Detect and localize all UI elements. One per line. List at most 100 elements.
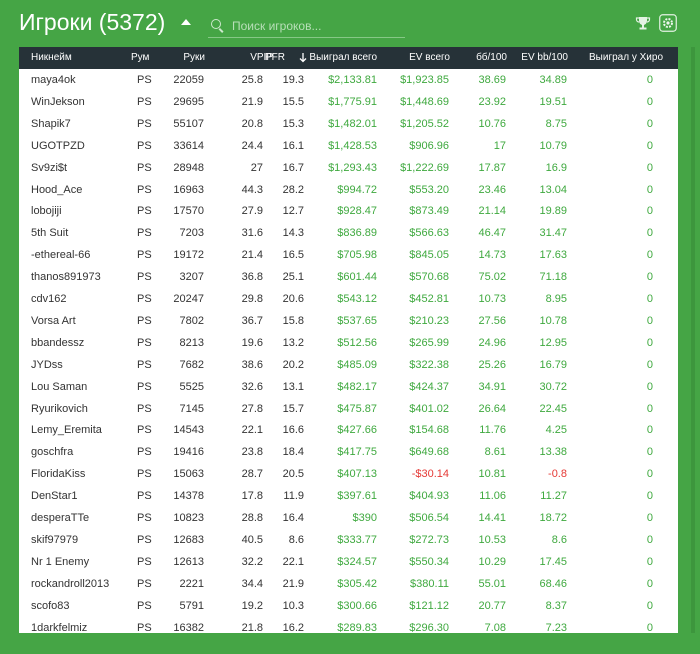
cell-ev-total: $1,222.69 xyxy=(400,157,449,179)
table-row[interactable]: cdv162 PS 20247 29.8 20.6 $543.12 $452.81 10.73… xyxy=(19,288,678,310)
table-row[interactable]: thanos891973 PS 3207 36.8 25.1 $601.44 $570.68… xyxy=(19,266,678,288)
cell-nickname[interactable]: Sv9zi$t xyxy=(31,157,67,179)
cell-nickname[interactable]: DenStar1 xyxy=(31,485,77,507)
cell-nickname[interactable]: thanos891973 xyxy=(31,266,101,288)
table-row[interactable]: Shapik7 PS 55107 20.8 15.3 $1,482.01 $1,205.52… xyxy=(19,113,678,135)
cell-bb100: 10.53 xyxy=(478,529,506,551)
cell-nickname[interactable]: UGOTPZD xyxy=(31,135,85,157)
cell-pfr: 16.2 xyxy=(283,617,304,634)
cell-ev-total: $154.68 xyxy=(409,419,449,441)
table-row[interactable]: Lemy_Eremita PS 14543 22.1 16.6 $427.66 $154.6… xyxy=(19,419,678,441)
cell-nickname[interactable]: Nr 1 Enemy xyxy=(31,551,89,573)
cell-vpip: 32.2 xyxy=(242,551,263,573)
search-box[interactable] xyxy=(208,14,405,38)
cell-nickname[interactable]: desperaTTe xyxy=(31,507,89,529)
column-header-room[interactable]: Рум xyxy=(131,47,149,69)
cell-nickname[interactable]: cdv162 xyxy=(31,288,66,310)
column-header-ev-bb100[interactable]: EV bb/100 xyxy=(521,47,568,69)
cell-bb100: 8.61 xyxy=(485,441,506,463)
cell-nickname[interactable]: Hood_Ace xyxy=(31,179,82,201)
cell-won-total: $475.87 xyxy=(337,398,377,420)
page-header: Игроки (5372) xyxy=(0,0,700,46)
table-row[interactable]: -ethereal-66 PS 19172 21.4 16.5 $705.98 $845.0… xyxy=(19,244,678,266)
cell-ev-bb100: 8.75 xyxy=(546,113,567,135)
cell-nickname[interactable]: Vorsa Art xyxy=(31,310,76,332)
cell-nickname[interactable]: skif97979 xyxy=(31,529,78,551)
cell-pfr: 13.1 xyxy=(283,376,304,398)
column-header-won-total[interactable]: Выиграл всего xyxy=(309,47,377,69)
cell-nickname[interactable]: FloridaKiss xyxy=(31,463,85,485)
table-row[interactable]: JYDss PS 7682 38.6 20.2 $485.09 $322.38 25.26 16… xyxy=(19,354,678,376)
column-header-ev-total[interactable]: EV всего xyxy=(409,47,450,69)
column-header-bb100[interactable]: бб/100 xyxy=(476,47,507,69)
search-input[interactable] xyxy=(232,18,402,34)
column-header-won-vs-hero[interactable]: Выиграл у Хиро xyxy=(589,47,663,69)
cell-ev-total: $322.38 xyxy=(409,354,449,376)
table-row[interactable]: FloridaKiss PS 15063 28.7 20.5 $407.13 -$30.14… xyxy=(19,463,678,485)
cell-nickname[interactable]: Ryurikovich xyxy=(31,398,88,420)
cell-room: PS xyxy=(137,135,152,157)
cell-hands: 16963 xyxy=(173,179,204,201)
cell-nickname[interactable]: lobojiji xyxy=(31,200,62,222)
column-header-nickname[interactable]: Никнейм xyxy=(31,47,72,69)
table-row[interactable]: maya4ok PS 22059 25.8 19.3 $2,133.81 $1,923.85… xyxy=(19,69,678,91)
collapse-caret-icon[interactable] xyxy=(181,19,191,25)
gear-icon[interactable] xyxy=(659,14,677,32)
cell-nickname[interactable]: 1darkfelmiz xyxy=(31,617,87,634)
cell-nickname[interactable]: rockandroll2013 xyxy=(31,573,109,595)
cell-won-vs-hero: 0 xyxy=(647,332,653,354)
cell-nickname[interactable]: maya4ok xyxy=(31,69,76,91)
scrollbar[interactable] xyxy=(691,47,695,633)
cell-nickname[interactable]: Shapik7 xyxy=(31,113,71,135)
column-header-pfr[interactable]: PFR xyxy=(265,47,285,69)
cell-pfr: 16.6 xyxy=(283,419,304,441)
table-row[interactable]: lobojiji PS 17570 27.9 12.7 $928.47 $873.49 21.… xyxy=(19,200,678,222)
table-row[interactable]: Nr 1 Enemy PS 12613 32.2 22.1 $324.57 $550.34 1… xyxy=(19,551,678,573)
table-row[interactable]: scofo83 PS 5791 19.2 10.3 $300.66 $121.12 20.77… xyxy=(19,595,678,617)
cell-ev-total: $550.34 xyxy=(409,551,449,573)
table-row[interactable]: 1darkfelmiz PS 16382 21.8 16.2 $289.83 $296.30… xyxy=(19,617,678,634)
trophy-icon[interactable] xyxy=(635,15,651,31)
table-row[interactable]: WinJekson PS 29695 21.9 15.5 $1,775.91 $1,448.… xyxy=(19,91,678,113)
cell-nickname[interactable]: -ethereal-66 xyxy=(31,244,90,266)
cell-nickname[interactable]: Lemy_Eremita xyxy=(31,419,102,441)
cell-vpip: 21.4 xyxy=(242,244,263,266)
cell-won-total: $324.57 xyxy=(337,551,377,573)
cell-nickname[interactable]: WinJekson xyxy=(31,91,85,113)
cell-room: PS xyxy=(137,463,152,485)
cell-room: PS xyxy=(137,113,152,135)
cell-nickname[interactable]: Lou Saman xyxy=(31,376,87,398)
cell-nickname[interactable]: goschfra xyxy=(31,441,73,463)
table-row[interactable]: Ryurikovich PS 7145 27.8 15.7 $475.87 $401.02 2… xyxy=(19,398,678,420)
cell-ev-bb100: 7.23 xyxy=(546,617,567,634)
cell-won-total: $994.72 xyxy=(337,179,377,201)
table-row[interactable]: skif97979 PS 12683 40.5 8.6 $333.77 $272.73 10.… xyxy=(19,529,678,551)
column-header-hands[interactable]: Руки xyxy=(183,47,205,69)
table-row[interactable]: rockandroll2013 PS 2221 34.4 21.9 $305.42 $380… xyxy=(19,573,678,595)
cell-nickname[interactable]: scofo83 xyxy=(31,595,70,617)
cell-nickname[interactable]: 5th Suit xyxy=(31,222,68,244)
cell-won-total: $485.09 xyxy=(337,354,377,376)
table-row[interactable]: Lou Saman PS 5525 32.6 13.1 $482.17 $424.37 34.… xyxy=(19,376,678,398)
table-row[interactable]: UGOTPZD PS 33614 24.4 16.1 $1,428.53 $906.96 17… xyxy=(19,135,678,157)
cell-pfr: 20.2 xyxy=(283,354,304,376)
table-row[interactable]: bbandessz PS 8213 19.6 13.2 $512.56 $265.99 24.… xyxy=(19,332,678,354)
table-row[interactable]: Vorsa Art PS 7802 36.7 15.8 $537.65 $210.23 27.… xyxy=(19,310,678,332)
cell-ev-bb100: 68.46 xyxy=(539,573,567,595)
table-row[interactable]: Sv9zi$t PS 28948 27 16.7 $1,293.43 $1,222.69 17… xyxy=(19,157,678,179)
cell-nickname[interactable]: JYDss xyxy=(31,354,63,376)
cell-bb100: 17.87 xyxy=(478,157,506,179)
cell-nickname[interactable]: bbandessz xyxy=(31,332,84,354)
cell-ev-bb100: 18.72 xyxy=(539,507,567,529)
cell-bb100: 34.91 xyxy=(478,376,506,398)
cell-pfr: 15.7 xyxy=(283,398,304,420)
sort-desc-icon[interactable] xyxy=(299,53,307,63)
cell-bb100: 23.46 xyxy=(478,179,506,201)
table-row[interactable]: goschfra PS 19416 23.8 18.4 $417.75 $649.68 8.6… xyxy=(19,441,678,463)
table-row[interactable]: 5th Suit PS 7203 31.6 14.3 $836.89 $566.63 46.4… xyxy=(19,222,678,244)
table-row[interactable]: DenStar1 PS 14378 17.8 11.9 $397.61 $404.93 11.… xyxy=(19,485,678,507)
cell-hands: 17570 xyxy=(173,200,204,222)
table-row[interactable]: desperaTTe PS 10823 28.8 16.4 $390 $506.54 14.4… xyxy=(19,507,678,529)
cell-won-total: $1,293.43 xyxy=(328,157,377,179)
table-row[interactable]: Hood_Ace PS 16963 44.3 28.2 $994.72 $553.20 23.… xyxy=(19,179,678,201)
